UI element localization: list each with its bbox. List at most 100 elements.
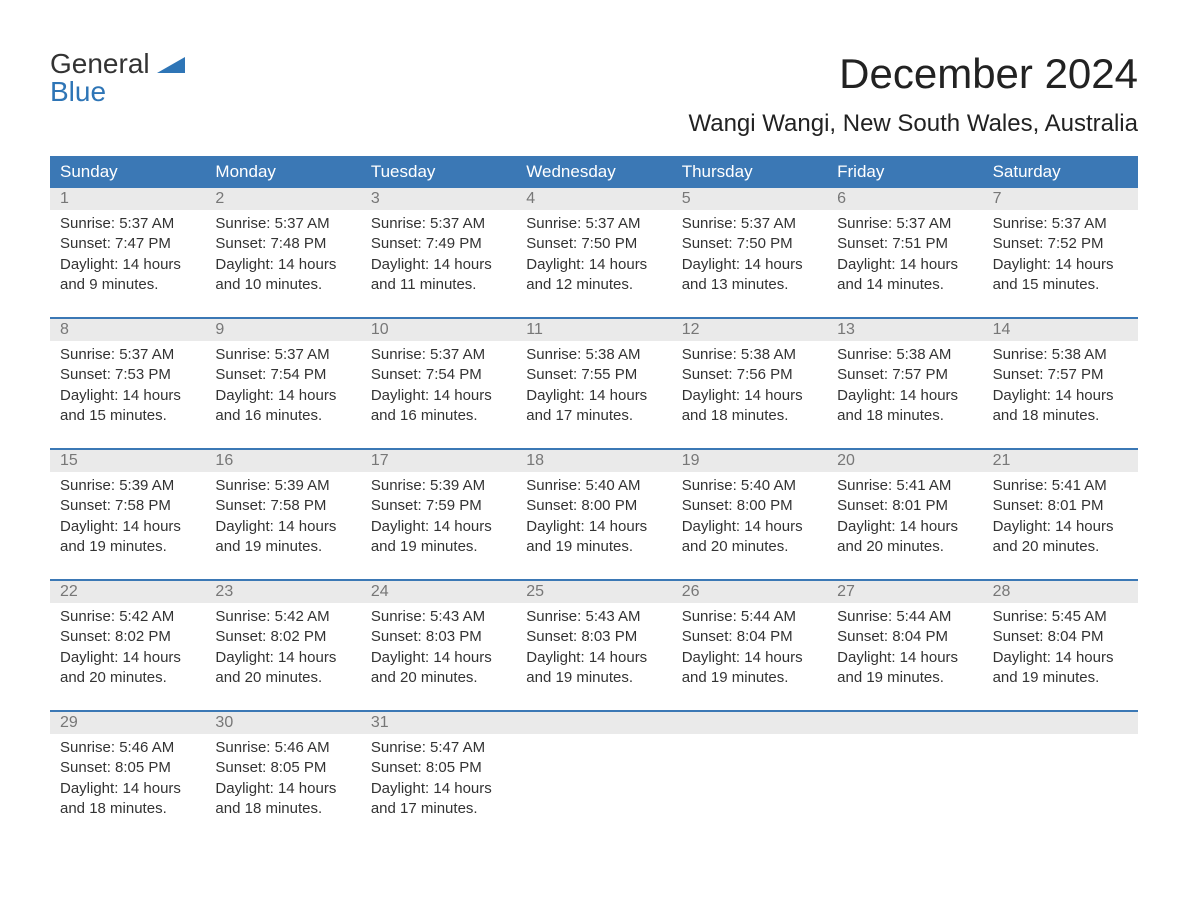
sunset-line: Sunset: 8:05 PM [215,758,350,778]
sunset-line: Sunset: 7:59 PM [371,496,506,516]
sunset-line: Sunset: 8:03 PM [526,627,661,647]
day-number [516,712,671,734]
daylight-line1: Daylight: 14 hours [682,648,817,668]
sunrise-line: Sunrise: 5:43 AM [371,607,506,627]
day-number: 22 [50,581,205,603]
sunrise-line: Sunrise: 5:37 AM [215,214,350,234]
day-header-row: Sunday Monday Tuesday Wednesday Thursday… [50,156,1138,188]
daylight-line2: and 20 minutes. [682,537,817,557]
daylight-line1: Daylight: 14 hours [993,517,1128,537]
day-number: 27 [827,581,982,603]
calendar-cell: Sunrise: 5:38 AMSunset: 7:57 PMDaylight:… [983,341,1138,434]
sunset-line: Sunset: 8:02 PM [215,627,350,647]
calendar-cell: Sunrise: 5:42 AMSunset: 8:02 PMDaylight:… [205,603,360,696]
calendar-cell: Sunrise: 5:43 AMSunset: 8:03 PMDaylight:… [516,603,671,696]
sunset-line: Sunset: 8:00 PM [682,496,817,516]
day-number: 3 [361,188,516,210]
sunrise-line: Sunrise: 5:40 AM [682,476,817,496]
daylight-line1: Daylight: 14 hours [837,255,972,275]
logo-text: General Blue [50,50,185,106]
title-block: December 2024 Wangi Wangi, New South Wal… [688,50,1138,138]
day-header-mon: Monday [205,156,360,188]
day-number-row: 891011121314 [50,319,1138,341]
daylight-line2: and 11 minutes. [371,275,506,295]
day-number: 23 [205,581,360,603]
daylight-line1: Daylight: 14 hours [60,255,195,275]
sunset-line: Sunset: 7:47 PM [60,234,195,254]
daylight-line2: and 13 minutes. [682,275,817,295]
daylight-line2: and 15 minutes. [60,406,195,426]
daylight-line2: and 19 minutes. [526,537,661,557]
day-number-row: 293031 [50,712,1138,734]
calendar-cell: Sunrise: 5:37 AMSunset: 7:53 PMDaylight:… [50,341,205,434]
calendar-cell: Sunrise: 5:37 AMSunset: 7:48 PMDaylight:… [205,210,360,303]
daylight-line1: Daylight: 14 hours [682,517,817,537]
daylight-line1: Daylight: 14 hours [215,779,350,799]
sunset-line: Sunset: 7:49 PM [371,234,506,254]
sunrise-line: Sunrise: 5:37 AM [526,214,661,234]
day-number: 9 [205,319,360,341]
sunrise-line: Sunrise: 5:41 AM [837,476,972,496]
day-number: 21 [983,450,1138,472]
daylight-line2: and 18 minutes. [215,799,350,819]
sunrise-line: Sunrise: 5:37 AM [60,214,195,234]
daylight-line2: and 18 minutes. [60,799,195,819]
day-number: 1 [50,188,205,210]
daylight-line1: Daylight: 14 hours [682,255,817,275]
daylight-line2: and 16 minutes. [215,406,350,426]
calendar-cell: Sunrise: 5:37 AMSunset: 7:47 PMDaylight:… [50,210,205,303]
sunset-line: Sunset: 8:01 PM [837,496,972,516]
sunrise-line: Sunrise: 5:42 AM [60,607,195,627]
day-header-sat: Saturday [983,156,1138,188]
day-number: 14 [983,319,1138,341]
daylight-line2: and 17 minutes. [371,799,506,819]
day-number: 20 [827,450,982,472]
day-header-tue: Tuesday [361,156,516,188]
daylight-line2: and 19 minutes. [682,668,817,688]
sunset-line: Sunset: 8:00 PM [526,496,661,516]
day-number: 4 [516,188,671,210]
calendar-cell [672,734,827,827]
daylight-line1: Daylight: 14 hours [215,517,350,537]
daylight-line1: Daylight: 14 hours [993,255,1128,275]
sunset-line: Sunset: 8:03 PM [371,627,506,647]
sunset-line: Sunset: 7:54 PM [371,365,506,385]
calendar-cell: Sunrise: 5:37 AMSunset: 7:50 PMDaylight:… [516,210,671,303]
sunrise-line: Sunrise: 5:37 AM [993,214,1128,234]
daylight-line1: Daylight: 14 hours [526,648,661,668]
daylight-line2: and 10 minutes. [215,275,350,295]
day-number: 15 [50,450,205,472]
sunrise-line: Sunrise: 5:39 AM [215,476,350,496]
logo-triangle-icon [157,53,185,73]
sunrise-line: Sunrise: 5:41 AM [993,476,1128,496]
day-number: 10 [361,319,516,341]
sunrise-line: Sunrise: 5:37 AM [837,214,972,234]
daylight-line1: Daylight: 14 hours [993,386,1128,406]
sunset-line: Sunset: 7:53 PM [60,365,195,385]
logo: General Blue [50,50,185,106]
calendar-cell [516,734,671,827]
calendar-cell: Sunrise: 5:37 AMSunset: 7:52 PMDaylight:… [983,210,1138,303]
sunset-line: Sunset: 7:51 PM [837,234,972,254]
daylight-line2: and 18 minutes. [993,406,1128,426]
sunset-line: Sunset: 8:04 PM [682,627,817,647]
day-number-row: 15161718192021 [50,450,1138,472]
calendar-cell: Sunrise: 5:41 AMSunset: 8:01 PMDaylight:… [827,472,982,565]
day-number [983,712,1138,734]
day-number: 7 [983,188,1138,210]
calendar-cell: Sunrise: 5:42 AMSunset: 8:02 PMDaylight:… [50,603,205,696]
calendar-week: 293031Sunrise: 5:46 AMSunset: 8:05 PMDay… [50,710,1138,827]
daylight-line1: Daylight: 14 hours [837,648,972,668]
sunrise-line: Sunrise: 5:47 AM [371,738,506,758]
weeks-container: 1234567Sunrise: 5:37 AMSunset: 7:47 PMDa… [50,188,1138,827]
sunset-line: Sunset: 7:55 PM [526,365,661,385]
sunset-line: Sunset: 8:04 PM [837,627,972,647]
daylight-line2: and 19 minutes. [526,668,661,688]
calendar-week: 1234567Sunrise: 5:37 AMSunset: 7:47 PMDa… [50,188,1138,303]
daylight-line2: and 18 minutes. [682,406,817,426]
daylight-line2: and 15 minutes. [993,275,1128,295]
sunrise-line: Sunrise: 5:38 AM [837,345,972,365]
daylight-line1: Daylight: 14 hours [215,255,350,275]
daylight-line2: and 19 minutes. [993,668,1128,688]
day-number: 13 [827,319,982,341]
